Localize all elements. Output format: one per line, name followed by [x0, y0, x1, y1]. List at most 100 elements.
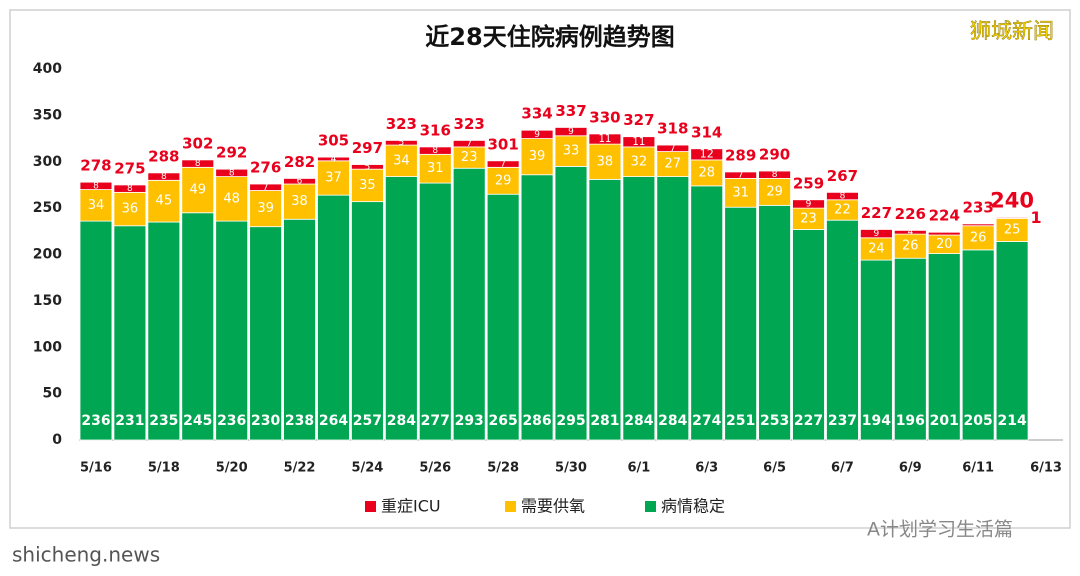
bar-segment [181, 166, 215, 214]
bar-segment [249, 183, 282, 191]
bar-segment [961, 249, 995, 441]
value-label: 36 [122, 202, 139, 217]
bar-segment [995, 241, 1029, 441]
x-tick-label: 5/30 [555, 461, 587, 476]
total-label: 289 [725, 146, 756, 164]
value-label: 281 [590, 413, 619, 429]
bar-segment [351, 164, 384, 170]
total-label: 288 [148, 147, 179, 165]
total-label: 240 [990, 188, 1034, 212]
total-label: 292 [216, 144, 247, 162]
value-label: 257 [353, 413, 382, 429]
y-tick-label: 300 [33, 154, 62, 170]
value-label: 8 [93, 181, 99, 191]
total-label: 301 [487, 135, 518, 153]
value-label: 9 [806, 199, 812, 209]
bar-segment [860, 259, 893, 441]
value-label: 37 [325, 170, 342, 185]
bar-segment [995, 216, 1029, 219]
bar-segment [113, 184, 147, 193]
bar-segment [927, 231, 961, 236]
value-label: 236 [81, 413, 110, 429]
value-label: 39 [529, 149, 546, 164]
value-label: 284 [624, 413, 653, 429]
value-label: 295 [556, 413, 585, 429]
bar-segment [588, 143, 622, 180]
bar-segment [79, 189, 113, 222]
bar-segment [927, 253, 961, 441]
value-label: 7 [500, 160, 506, 170]
bar-segment [113, 225, 147, 441]
value-label: 201 [930, 413, 959, 429]
bar-segment [690, 159, 724, 187]
bar-segment [418, 146, 452, 155]
value-label: 39 [257, 201, 274, 216]
bar-segment [554, 165, 588, 441]
y-tick-label: 400 [33, 61, 62, 77]
bar-segment [147, 172, 181, 181]
value-label: 237 [828, 413, 857, 429]
bar-segment [622, 176, 656, 441]
x-tick-label: 5/28 [487, 461, 519, 476]
value-label: 251 [726, 413, 755, 429]
bar-segment [215, 220, 249, 441]
x-tick-label: 5/16 [80, 461, 112, 476]
bar-segment [215, 176, 249, 222]
bar-segment [520, 138, 554, 176]
legend-label: 重症ICU [381, 497, 441, 516]
value-label: 235 [149, 413, 178, 429]
value-label: 23 [800, 211, 817, 226]
value-label: 28 [698, 165, 715, 180]
value-label: 7 [738, 171, 744, 181]
bar-segment [249, 190, 282, 228]
x-tick-label: 5/20 [216, 461, 248, 476]
value-label: 1 [1030, 208, 1041, 227]
bar-segment [724, 171, 758, 179]
value-label: 9 [534, 130, 540, 140]
bar-segment [113, 191, 147, 227]
bar-segment [181, 212, 215, 441]
bar-segment [317, 194, 350, 441]
legend-swatch [645, 501, 656, 512]
value-label: 253 [760, 413, 789, 429]
bar-segment [351, 168, 384, 203]
value-label: 265 [489, 413, 518, 429]
total-label: 337 [555, 102, 586, 120]
value-label: 49 [189, 183, 206, 198]
total-label: 334 [521, 105, 552, 123]
x-tick-label: 6/9 [899, 461, 922, 476]
bar-segment [690, 148, 724, 161]
bar-segment [79, 181, 113, 190]
x-tick-label: 6/1 [627, 461, 650, 476]
bar-segment [351, 201, 384, 441]
y-tick-label: 250 [33, 200, 62, 216]
x-tick-label: 5/22 [284, 461, 316, 476]
value-label: 5 [365, 162, 371, 172]
y-tick-label: 100 [33, 339, 62, 355]
value-label: 4 [907, 228, 913, 238]
value-label: 8 [161, 172, 167, 182]
value-label: 293 [455, 413, 484, 429]
bar-segment [520, 174, 554, 441]
value-label: 27 [665, 157, 682, 172]
bar-segment [283, 218, 316, 441]
bar-segment [724, 206, 758, 441]
bar-segment [147, 221, 181, 441]
legend-label: 需要供氧 [521, 497, 585, 516]
value-label: 11 [598, 134, 611, 145]
total-label: 290 [759, 146, 790, 164]
value-label: 8 [127, 184, 133, 194]
total-label: 316 [420, 121, 451, 139]
bar-segment [317, 156, 350, 162]
value-label: 284 [387, 413, 416, 429]
value-label: 8 [229, 168, 235, 178]
bar-segment [283, 178, 316, 185]
value-label: 8 [840, 192, 846, 202]
total-label: 305 [318, 132, 349, 150]
bar-segment [588, 133, 622, 145]
value-label: 6 [297, 177, 303, 187]
value-label: 32 [631, 154, 648, 169]
bar-segment [758, 170, 791, 179]
total-label: 227 [861, 204, 892, 222]
